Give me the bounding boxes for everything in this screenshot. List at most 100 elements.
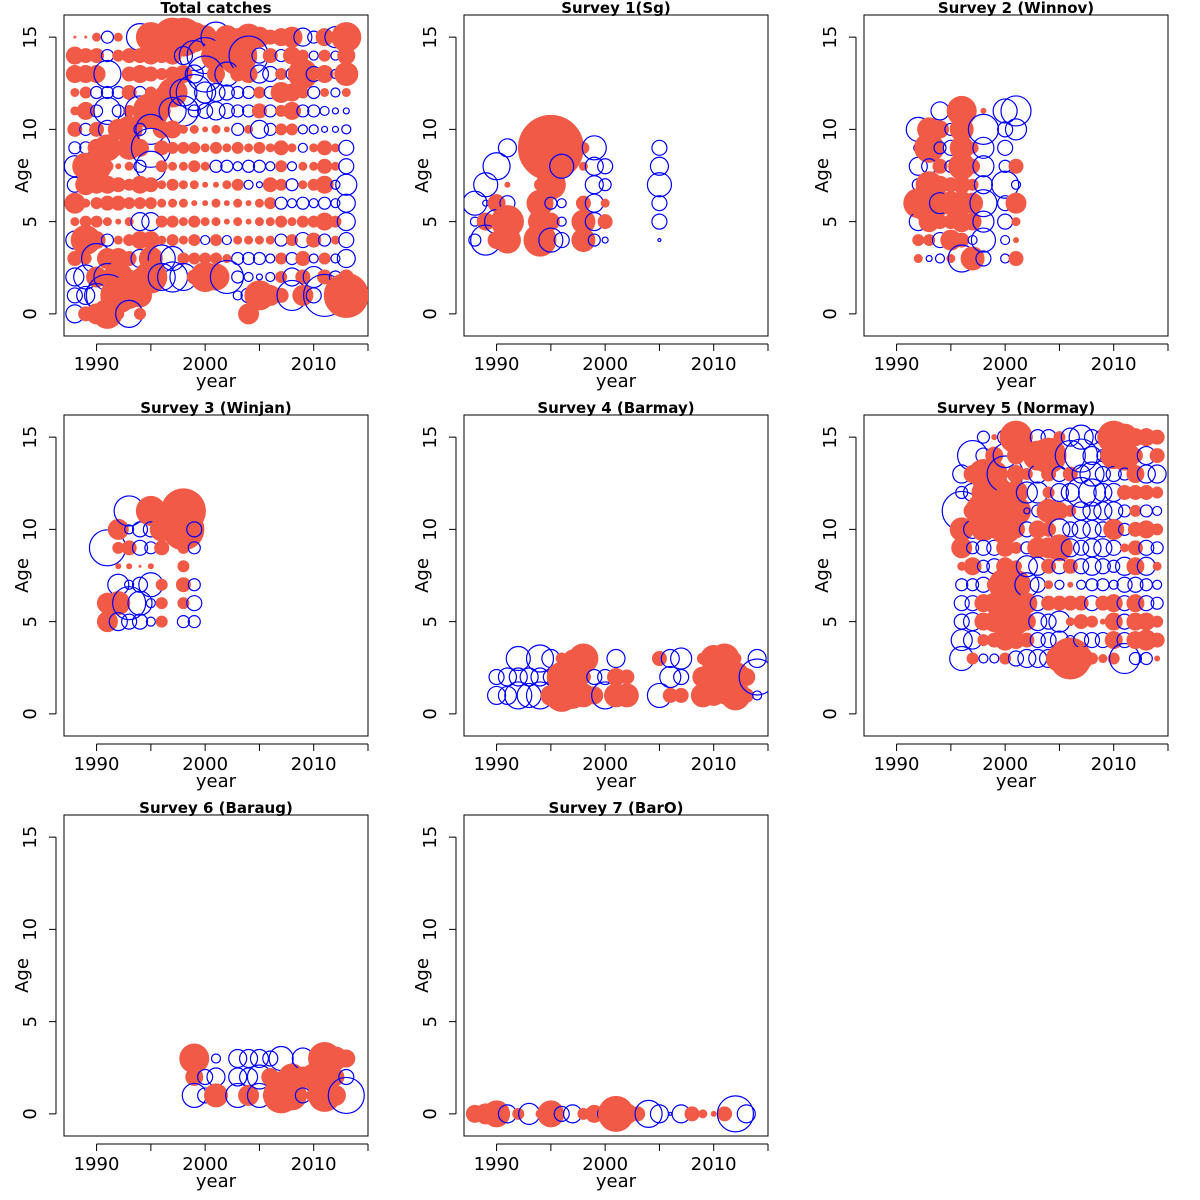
bubble-positive <box>92 32 102 42</box>
bubble-negative <box>606 648 626 669</box>
bubble-positive <box>211 124 221 134</box>
bubble-positive <box>178 124 188 134</box>
bubble-positive <box>264 197 277 210</box>
bubble-negative <box>252 159 267 173</box>
bubble-negative <box>497 138 518 158</box>
bubble-negative <box>597 158 614 175</box>
bubble-positive <box>999 420 1033 454</box>
y-tick-label: 15 <box>20 26 41 49</box>
bubble-positive <box>949 135 974 160</box>
bubble-positive <box>619 669 635 685</box>
bubble-negative <box>950 628 973 652</box>
bubble-negative <box>1060 482 1080 503</box>
bubble-positive <box>616 1103 638 1125</box>
y-axis-label: Age <box>12 558 33 593</box>
bubble-positive <box>65 46 84 65</box>
bubble-negative <box>468 233 482 247</box>
bubble-positive <box>1044 580 1054 590</box>
bubble-negative <box>241 85 256 100</box>
bubble-positive <box>112 307 125 320</box>
x-tick-label: 2000 <box>582 354 628 375</box>
bubble-positive <box>296 49 309 62</box>
bubble-negative <box>131 539 149 556</box>
bubble-negative <box>601 236 609 244</box>
bubble-positive <box>121 251 137 267</box>
bubble-negative <box>218 102 235 120</box>
y-tick-label: 0 <box>420 308 441 319</box>
bubble-negative <box>173 45 194 66</box>
bubble-positive <box>177 252 190 265</box>
bubble-negative <box>100 233 115 247</box>
bubble-positive <box>115 218 122 225</box>
bubble-negative <box>241 251 256 266</box>
bubble-negative <box>89 85 104 100</box>
bubble-negative <box>145 616 156 627</box>
y-tick-label: 10 <box>20 918 41 941</box>
bubble-positive <box>166 141 179 154</box>
bubble-positive <box>283 101 301 120</box>
bubble-negative <box>1085 578 1099 592</box>
bubble-negative <box>336 212 356 232</box>
bubble-positive <box>132 92 169 129</box>
bubble-positive <box>275 215 288 228</box>
y-tick-label: 5 <box>20 1016 41 1027</box>
bubble-negative <box>651 139 668 156</box>
bubble-negative <box>657 237 662 243</box>
x-tick-label: 2000 <box>982 754 1028 775</box>
bubbles <box>64 17 368 329</box>
bubble-positive <box>1011 217 1021 227</box>
bubble-negative <box>231 270 245 284</box>
bubble-negative <box>338 139 355 156</box>
bubbles <box>179 1042 365 1115</box>
y-axis-label: Age <box>412 158 433 193</box>
bubble-negative <box>320 125 329 133</box>
bubble-negative <box>673 668 690 686</box>
x-tick-label: 2010 <box>291 754 337 775</box>
bubble-positive <box>239 65 258 84</box>
bubble-negative <box>210 1053 222 1064</box>
bubble-positive <box>275 123 288 136</box>
plot-frame <box>63 14 369 337</box>
bubble-positive <box>211 217 221 227</box>
bubble-negative <box>556 198 567 209</box>
bubble-negative <box>218 84 235 101</box>
x-axis-label: year <box>196 1171 237 1192</box>
x-tick-label: 1990 <box>874 354 920 375</box>
bubble-negative <box>976 559 991 573</box>
bubble-positive <box>67 251 83 267</box>
bubble-negative <box>1068 424 1094 450</box>
bubble-negative <box>131 521 149 538</box>
bubble-positive <box>131 65 149 84</box>
plot-frame <box>463 14 769 337</box>
bubble-positive <box>275 68 288 81</box>
bubble-negative <box>651 195 668 212</box>
panel-3: Survey 2 (Winnov) 1990 2000 2010 year 0 5 10 15 A… <box>812 0 1169 392</box>
bubble-positive <box>317 140 333 156</box>
bubble-positive <box>331 22 362 53</box>
bubble-negative <box>1000 95 1032 127</box>
y-tick-label: 5 <box>420 1016 441 1027</box>
bubble-positive <box>999 652 1012 665</box>
bubble-negative <box>308 253 319 264</box>
bubble-negative <box>65 267 85 287</box>
bubble-positive <box>571 228 596 253</box>
bubble-positive <box>222 180 232 190</box>
y-tick-label: 15 <box>20 826 41 849</box>
bubble-negative <box>338 231 355 249</box>
bubble-positive <box>298 180 308 190</box>
y-tick-label: 5 <box>20 216 41 227</box>
bubble-positive <box>1041 595 1057 611</box>
bubble-positive <box>204 1083 228 1108</box>
bubble-positive <box>1050 501 1069 520</box>
bubble-negative <box>206 101 226 121</box>
bubble-positive <box>199 252 212 265</box>
bubble-negative <box>255 181 264 189</box>
bubble-positive <box>1137 612 1156 631</box>
y-tick-label: 5 <box>420 616 441 627</box>
bubble-negative <box>121 613 138 630</box>
bubble-negative <box>209 159 223 173</box>
bubble-positive <box>1008 251 1024 267</box>
bubble-positive <box>162 508 205 551</box>
bubble-negative <box>1147 464 1167 484</box>
bubble-positive <box>222 143 232 153</box>
